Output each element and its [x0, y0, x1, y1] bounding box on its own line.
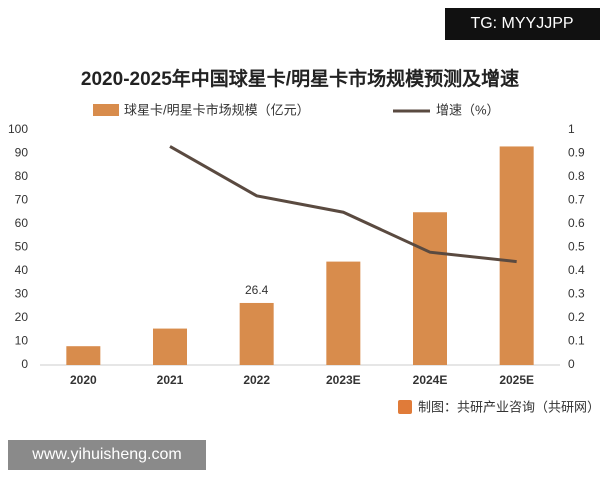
x-tick-label: 2020	[70, 373, 97, 387]
watermark-box	[445, 8, 600, 40]
y-tick-label: 30	[15, 287, 29, 301]
y-tick-label: 40	[15, 263, 29, 277]
bar	[413, 212, 447, 365]
y2-tick-label: 0.8	[568, 169, 585, 183]
line	[169, 145, 517, 264]
x-tick-label: 2022	[243, 373, 270, 387]
data-label: 26.4	[245, 283, 269, 297]
y2-tick-label: 0.4	[568, 263, 585, 277]
bar	[153, 328, 187, 365]
legend-label: 球星卡/明星卡市场规模（亿元）	[124, 102, 310, 117]
y2-tick-label: 0.7	[568, 193, 585, 207]
y-tick-label: 20	[15, 310, 29, 324]
y-tick-label: 0	[21, 357, 28, 371]
y2-tick-label: 0.6	[568, 216, 585, 230]
y2-tick-label: 0.2	[568, 310, 585, 324]
y-tick-label: 90	[15, 146, 29, 160]
watermark-box	[8, 440, 206, 470]
y-tick-label: 50	[15, 240, 29, 254]
source-icon	[398, 400, 412, 414]
x-tick-label: 2025E	[499, 373, 534, 387]
source: 制图：共研产业咨询（共研网）	[418, 399, 600, 414]
y2-tick-label: 0.9	[568, 146, 585, 160]
bar	[499, 146, 534, 365]
watermark-text: www.yihuisheng.com	[31, 446, 181, 463]
y2-tick-label: 1	[568, 122, 575, 136]
y-tick-label: 60	[15, 216, 29, 230]
bar	[66, 346, 101, 365]
watermark-text: TG: MYYJJPP	[470, 15, 573, 32]
y-tick-label: 100	[8, 122, 28, 136]
bar	[326, 261, 361, 365]
y-tick-label: 80	[15, 169, 29, 183]
x-tick-label: 2023E	[326, 373, 361, 387]
chart-title: 2020-2025年中国球星卡/明星卡市场规模预测及增速	[81, 67, 519, 90]
x-tick-label: 2024E	[413, 373, 448, 387]
y2-tick-label: 0	[568, 357, 575, 371]
legend-label: 增速（%）	[436, 102, 500, 117]
legend-swatch-bar	[93, 104, 119, 116]
y-tick-label: 70	[15, 193, 29, 207]
x-tick-label: 2021	[157, 373, 184, 387]
bar	[239, 302, 274, 365]
y2-tick-label: 0.5	[568, 240, 585, 254]
y2-tick-label: 0.1	[568, 334, 585, 348]
y2-tick-label: 0.3	[568, 287, 585, 301]
y-tick-label: 10	[15, 334, 29, 348]
